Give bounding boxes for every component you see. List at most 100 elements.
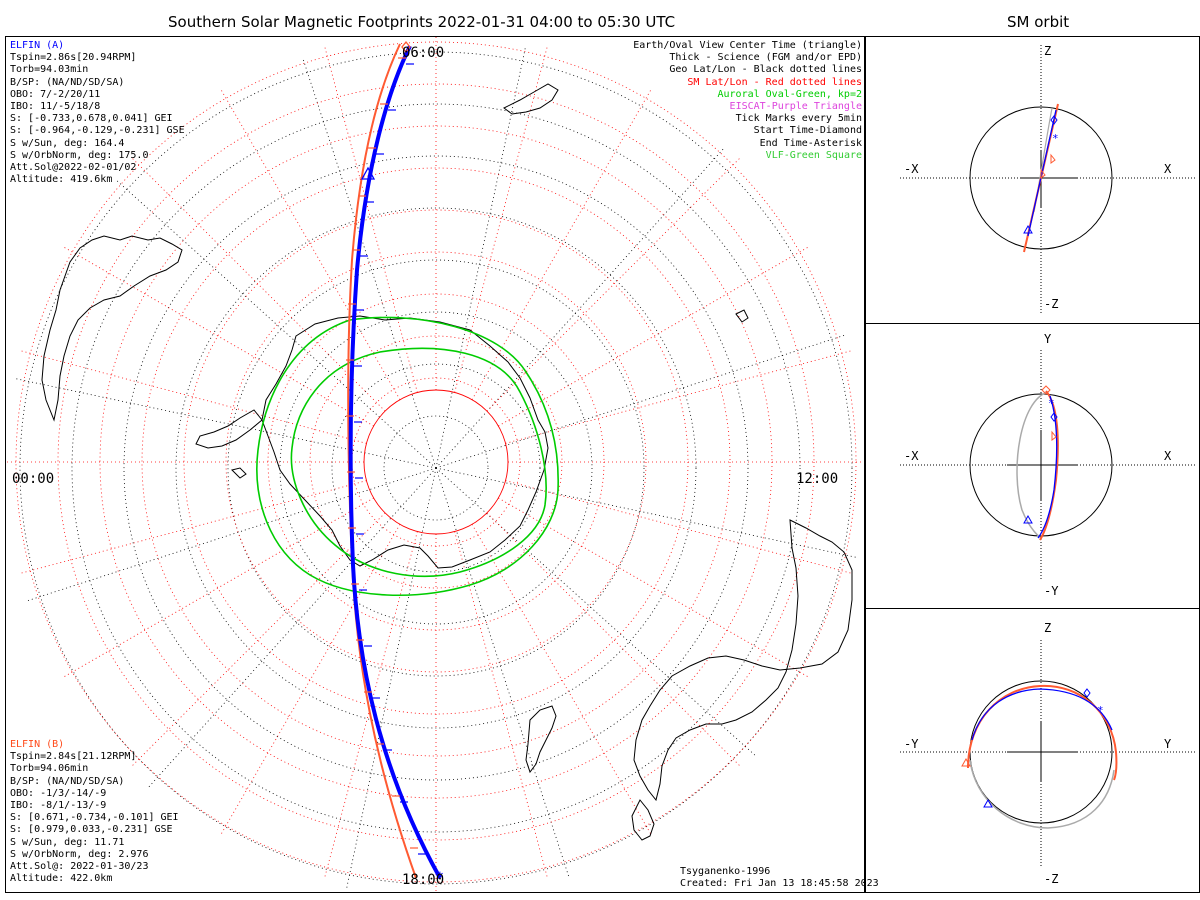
sm-lon-line bbox=[63, 246, 374, 427]
sm-lat-circle bbox=[225, 251, 647, 673]
legend-item: VLF-Green Square bbox=[765, 149, 862, 161]
info-line: Tspin=2.84s[21.12RPM] bbox=[10, 751, 137, 763]
info-line: B/SP: (NA/ND/SD/SA) bbox=[10, 76, 125, 88]
orbit-p2-up: Y bbox=[1044, 332, 1052, 346]
sm-lat-circle bbox=[57, 83, 815, 841]
sm-pole-circle bbox=[363, 389, 509, 535]
orbit-p2-right: X bbox=[1164, 449, 1172, 463]
sm-lon-line bbox=[131, 157, 386, 412]
time-label-right: 12:00 bbox=[796, 471, 838, 487]
geo-lon-line bbox=[302, 58, 437, 469]
geo-latlon-grid bbox=[15, 47, 857, 889]
geo-lat-circle bbox=[227, 259, 645, 677]
legend-item: EISCAT-Purple Triangle bbox=[729, 101, 862, 113]
elfin-a-end-asterisk: * bbox=[436, 870, 444, 886]
elfin-tick-marks bbox=[346, 57, 426, 855]
sm-lon-line bbox=[498, 497, 809, 678]
sm-lon-line bbox=[454, 46, 548, 393]
sm-lon-line bbox=[471, 89, 652, 400]
australia-coast bbox=[633, 519, 853, 802]
geo-lon-line bbox=[435, 467, 756, 757]
south-georgia bbox=[231, 467, 247, 479]
orbit-p3-right: Y bbox=[1164, 737, 1172, 751]
elfin-b-lines: Tspin=2.84s[21.12RPM] Torb=94.06min B/SP: … bbox=[10, 751, 179, 885]
info-line: S w/Sun, deg: 11.71 bbox=[10, 836, 125, 848]
info-line: IBO: -8/1/-13/-9 bbox=[10, 800, 107, 812]
geo-lon-line bbox=[435, 467, 570, 878]
time-label-top: 06:00 bbox=[402, 45, 444, 61]
info-line: S w/OrbNorm, deg: 175.0 bbox=[10, 149, 149, 161]
legend: Earth/Oval View Center Time (triangle) Th… bbox=[633, 40, 862, 162]
geo-lat-circle bbox=[175, 207, 697, 729]
legend-item: Auroral Oval-Green, kp=2 bbox=[717, 88, 863, 100]
info-line: Altitude: 422.0km bbox=[10, 873, 113, 885]
info-line: S: [-0.733,0.678,0.041] GEI bbox=[10, 113, 173, 125]
orbit-p1-left: -X bbox=[904, 162, 919, 176]
footer-info: Tsyganenko-1996 Created: Fri Jan 13 18:4… bbox=[680, 866, 879, 890]
antarctic-peninsula bbox=[195, 409, 263, 449]
geo-lat-circle bbox=[71, 103, 801, 833]
tasmania-coast bbox=[631, 799, 655, 841]
time-label-left: 00:00 bbox=[12, 471, 54, 487]
orbit-p1-up: Z bbox=[1044, 44, 1052, 58]
legend-item: Start Time-Diamond bbox=[753, 125, 862, 137]
footer-created: Created: Fri Jan 13 18:45:58 2023 bbox=[680, 878, 879, 890]
orbit-title: SM orbit bbox=[1007, 13, 1070, 31]
africa-tip bbox=[503, 83, 559, 115]
sm-lon-line bbox=[20, 480, 367, 574]
geo-lon-line bbox=[435, 334, 846, 469]
orbit-p3-down: -Z bbox=[1044, 872, 1059, 886]
geo-lon-line bbox=[26, 467, 437, 602]
auroral-oval-inner bbox=[290, 347, 547, 578]
elfin-b-track bbox=[347, 43, 417, 879]
antarctica-coast bbox=[261, 315, 549, 569]
legend-item: Tick Marks every 5min bbox=[735, 113, 862, 125]
elfin-tracks bbox=[347, 43, 442, 879]
orbit-p2-left: -X bbox=[904, 449, 919, 463]
elfin-b-name: ELFIN (B) bbox=[10, 739, 65, 750]
info-line: Altitude: 419.6km bbox=[10, 174, 113, 186]
auroral-oval-outer bbox=[256, 316, 559, 597]
geo-lon-line bbox=[147, 467, 437, 788]
legend-item: Geo Lat/Lon - Black dotted lines bbox=[669, 64, 862, 76]
sm-lon-line bbox=[471, 524, 652, 835]
legend-item: End Time-Asterisk bbox=[759, 137, 862, 149]
elfin-markers: * bbox=[360, 40, 444, 886]
elfin-b-info: ELFIN (B) Tspin=2.84s[21.12RPM] Torb=94.0… bbox=[10, 739, 179, 885]
kerguelen-island bbox=[735, 309, 749, 323]
orbit-p3-up: Z bbox=[1044, 621, 1052, 635]
orbit-p2-down: -Y bbox=[1044, 584, 1059, 598]
geo-lon-line bbox=[346, 467, 437, 889]
info-line: B/SP: (NA/ND/SD/SA) bbox=[10, 775, 125, 787]
elfin-b-diamond bbox=[401, 40, 411, 54]
coastlines bbox=[41, 83, 853, 841]
elfin-a-track bbox=[348, 45, 442, 879]
info-line: Torb=94.03min bbox=[10, 64, 89, 76]
footer-model: Tsyganenko-1996 bbox=[680, 866, 771, 877]
geo-lat-circle bbox=[123, 155, 749, 781]
legend-item: SM Lat/Lon - Red dotted lines bbox=[687, 76, 862, 88]
info-line: OBO: 7/-2/20/11 bbox=[10, 88, 101, 100]
info-line: S w/Sun, deg: 164.4 bbox=[10, 137, 125, 149]
info-line: IBO: 11/-5/18/8 bbox=[10, 101, 101, 113]
sm-lat-circle bbox=[141, 167, 731, 757]
sm-lon-line bbox=[220, 524, 401, 835]
geo-lon-line bbox=[435, 467, 857, 558]
info-line: OBO: -1/3/-14/-9 bbox=[10, 787, 107, 799]
elfin-a-name: ELFIN (A) bbox=[10, 40, 65, 51]
legend-item: Thick - Science (FGM and/or EPD) bbox=[669, 52, 862, 64]
geo-lat-circle bbox=[19, 51, 853, 885]
legend-item: Earth/Oval View Center Time (triangle) bbox=[633, 40, 862, 51]
sm-lon-line bbox=[498, 246, 809, 427]
orbit-p3-left: -Y bbox=[904, 737, 919, 751]
info-line: Att.Sol@2022-02-01/02 bbox=[10, 162, 137, 174]
map-frame bbox=[5, 36, 865, 893]
sm-lon-line bbox=[486, 512, 741, 767]
orbit-p1-down: -Z bbox=[1044, 297, 1059, 311]
geo-lat-circle bbox=[279, 311, 593, 625]
new-zealand-coast bbox=[525, 705, 557, 774]
elfin-a-info: ELFIN (A) Tspin=2.86s[20.94RPM] Torb=94.0… bbox=[10, 40, 185, 186]
elfin-a-center-triangle bbox=[360, 166, 376, 180]
info-line: S w/OrbNorm, deg: 2.976 bbox=[10, 848, 149, 860]
elfin-a-lines: Tspin=2.86s[20.94RPM] Torb=94.03min B/SP: … bbox=[10, 52, 185, 186]
